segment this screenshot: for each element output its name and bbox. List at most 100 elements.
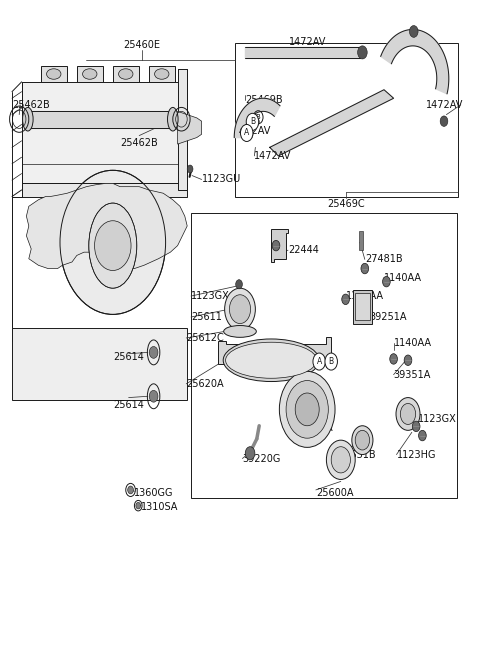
- Text: 25612C: 25612C: [186, 333, 224, 343]
- Text: 1123GX: 1123GX: [191, 291, 230, 301]
- Circle shape: [342, 294, 349, 305]
- Circle shape: [229, 295, 251, 324]
- Polygon shape: [113, 66, 139, 82]
- Circle shape: [149, 390, 158, 402]
- Text: 1123HG: 1123HG: [396, 449, 436, 460]
- Circle shape: [236, 280, 242, 289]
- Ellipse shape: [47, 69, 61, 79]
- Polygon shape: [218, 337, 331, 367]
- Circle shape: [225, 288, 255, 330]
- Circle shape: [419, 430, 426, 441]
- Text: 1472AV: 1472AV: [234, 126, 272, 136]
- Circle shape: [272, 240, 280, 251]
- Circle shape: [252, 117, 259, 126]
- Text: 25462B: 25462B: [12, 100, 50, 110]
- Text: 25460E: 25460E: [123, 40, 160, 50]
- Text: 25500A: 25500A: [295, 423, 333, 434]
- Circle shape: [149, 346, 158, 358]
- Polygon shape: [270, 90, 394, 156]
- Circle shape: [326, 440, 355, 479]
- Text: A: A: [244, 128, 249, 138]
- Circle shape: [409, 26, 418, 37]
- Ellipse shape: [119, 69, 133, 79]
- Circle shape: [128, 486, 133, 494]
- Circle shape: [95, 221, 131, 271]
- Polygon shape: [149, 66, 175, 82]
- Text: 1123GX: 1123GX: [418, 414, 456, 424]
- Bar: [235, 43, 458, 196]
- Circle shape: [331, 447, 350, 473]
- Bar: [191, 213, 457, 498]
- Circle shape: [245, 447, 255, 460]
- Text: A: A: [239, 128, 244, 134]
- Text: B: B: [329, 357, 334, 366]
- Text: 39251A: 39251A: [370, 312, 407, 322]
- Circle shape: [295, 393, 319, 426]
- Circle shape: [60, 170, 166, 314]
- Text: 25462B: 25462B: [120, 138, 158, 147]
- Text: 25614: 25614: [113, 400, 144, 409]
- Polygon shape: [41, 66, 67, 82]
- Ellipse shape: [23, 107, 33, 131]
- Circle shape: [361, 263, 369, 274]
- Polygon shape: [22, 69, 187, 190]
- Circle shape: [412, 421, 420, 432]
- Text: 25620A: 25620A: [186, 379, 224, 389]
- Ellipse shape: [226, 342, 317, 379]
- Text: 25600A: 25600A: [316, 487, 353, 498]
- Bar: [359, 231, 363, 250]
- Polygon shape: [12, 183, 187, 341]
- Circle shape: [313, 353, 325, 370]
- Circle shape: [390, 354, 397, 364]
- Text: 39351A: 39351A: [394, 369, 431, 380]
- Ellipse shape: [223, 339, 319, 381]
- Ellipse shape: [155, 69, 169, 79]
- Text: 1140AA: 1140AA: [384, 272, 422, 283]
- Circle shape: [325, 353, 337, 370]
- Polygon shape: [178, 111, 202, 144]
- Circle shape: [440, 116, 448, 126]
- Polygon shape: [77, 66, 103, 82]
- Text: 25469B: 25469B: [245, 94, 282, 105]
- Text: 1123GU: 1123GU: [202, 174, 241, 185]
- Circle shape: [352, 426, 373, 455]
- Polygon shape: [12, 328, 187, 400]
- Polygon shape: [271, 229, 288, 262]
- Text: 1140AA: 1140AA: [346, 291, 384, 301]
- Text: B: B: [250, 117, 255, 126]
- Circle shape: [396, 398, 420, 430]
- Circle shape: [358, 46, 367, 59]
- Text: 22444: 22444: [288, 245, 319, 255]
- Polygon shape: [234, 98, 280, 138]
- Bar: [355, 293, 370, 320]
- Circle shape: [240, 124, 253, 141]
- Polygon shape: [381, 29, 449, 94]
- Ellipse shape: [224, 326, 256, 337]
- Ellipse shape: [83, 69, 97, 79]
- Text: 1140AA: 1140AA: [394, 338, 432, 348]
- Circle shape: [400, 403, 416, 424]
- Text: 1310SA: 1310SA: [141, 502, 179, 512]
- Ellipse shape: [89, 203, 137, 288]
- Circle shape: [355, 430, 370, 450]
- Text: 1472AV: 1472AV: [426, 100, 463, 110]
- Circle shape: [246, 113, 259, 130]
- Text: 25469C: 25469C: [327, 199, 364, 209]
- Circle shape: [279, 371, 335, 447]
- Text: 25611: 25611: [191, 312, 222, 322]
- Text: 1472AV: 1472AV: [288, 37, 326, 47]
- Text: 25614: 25614: [113, 352, 144, 362]
- Ellipse shape: [168, 107, 178, 131]
- Text: 39220G: 39220G: [242, 453, 281, 464]
- Text: A: A: [317, 357, 322, 366]
- Polygon shape: [178, 69, 187, 190]
- Circle shape: [246, 130, 253, 139]
- Circle shape: [187, 165, 193, 173]
- Circle shape: [286, 381, 328, 438]
- Circle shape: [383, 276, 390, 287]
- Text: B: B: [256, 114, 261, 121]
- Polygon shape: [26, 183, 187, 269]
- Circle shape: [136, 502, 141, 509]
- Text: 1472AV: 1472AV: [254, 151, 292, 161]
- Circle shape: [404, 355, 412, 365]
